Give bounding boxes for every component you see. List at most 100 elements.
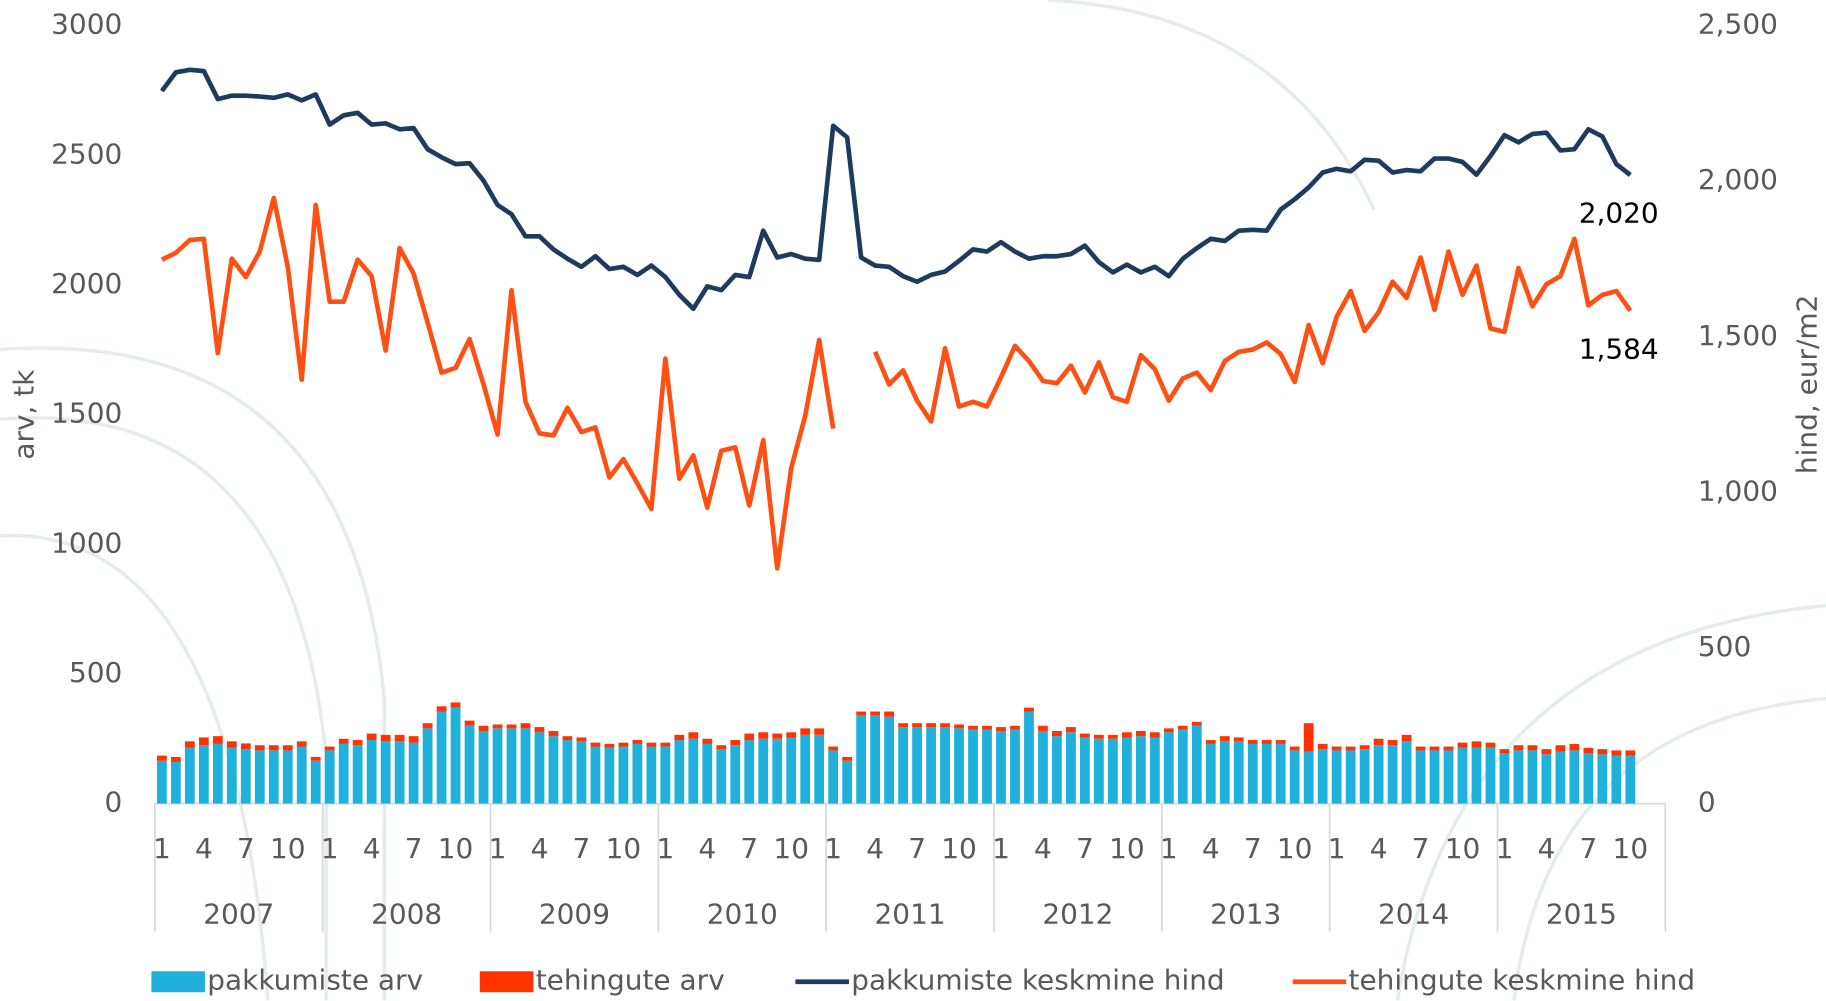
bar <box>660 747 670 804</box>
bar <box>1038 726 1048 731</box>
bar <box>367 740 377 804</box>
x-group-label: 2010 <box>707 897 778 930</box>
bar <box>912 727 922 803</box>
x-group-label: 2008 <box>371 897 442 930</box>
bar <box>926 723 936 727</box>
bar <box>1220 741 1230 803</box>
x-tick-label: 1 <box>153 832 171 865</box>
data-label: 1,584 <box>1579 332 1659 365</box>
x-tick-label: 4 <box>531 832 549 865</box>
bar <box>1500 753 1510 804</box>
bar <box>1318 744 1328 749</box>
bar <box>730 740 740 745</box>
bar <box>591 743 601 747</box>
bar <box>1430 747 1440 751</box>
bar <box>1583 748 1593 753</box>
x-tick-label: 10 <box>773 832 809 865</box>
bar <box>1024 712 1034 804</box>
bar <box>1569 744 1579 750</box>
bar <box>1569 750 1579 803</box>
y-tick-label: 2000 <box>51 267 122 300</box>
bar <box>1248 740 1258 744</box>
x-group-label: 2013 <box>1210 897 1281 930</box>
bar <box>507 724 517 728</box>
bar <box>968 726 978 730</box>
bar <box>702 744 712 804</box>
bar <box>1178 730 1188 804</box>
bar <box>1052 731 1062 736</box>
x-tick-label: 1 <box>1160 832 1178 865</box>
bar <box>646 743 656 747</box>
bar <box>632 740 642 744</box>
bar <box>1416 747 1426 751</box>
x-tick-label: 10 <box>1277 832 1313 865</box>
bar <box>255 745 265 750</box>
x-group-label: 2012 <box>1042 897 1113 930</box>
bar <box>828 747 838 751</box>
bar <box>1276 740 1286 744</box>
bar <box>325 747 335 751</box>
bar <box>479 726 489 731</box>
bar <box>1625 756 1635 804</box>
x-group-label: 2015 <box>1546 897 1617 930</box>
bar <box>1556 752 1566 804</box>
x-tick-label: 1 <box>824 832 842 865</box>
x-group-label: 2014 <box>1378 897 1449 930</box>
bar <box>632 744 642 804</box>
bar <box>1094 735 1104 739</box>
bar <box>563 736 573 740</box>
bar <box>758 732 768 738</box>
bar <box>1444 750 1454 803</box>
bar <box>1234 737 1244 741</box>
bar <box>199 737 209 745</box>
bar <box>940 727 950 803</box>
x-tick-label: 1 <box>1496 832 1514 865</box>
y-tick-label: 2500 <box>51 137 122 170</box>
bar <box>1542 749 1552 754</box>
bar <box>1304 723 1314 752</box>
bar <box>1458 748 1468 804</box>
bar <box>535 727 545 732</box>
bar <box>1430 750 1440 803</box>
bar <box>1388 740 1398 745</box>
x-group-label: 2007 <box>203 897 274 930</box>
chart: arv, tk hind, eur/m2 0500100015002000250… <box>0 0 1826 1001</box>
x-tick-label: 4 <box>1202 832 1220 865</box>
bar <box>241 749 251 803</box>
x-tick-label: 7 <box>1579 832 1597 865</box>
bar <box>213 736 223 744</box>
bar <box>884 717 894 804</box>
bar <box>1248 744 1258 804</box>
legend-label: pakkumiste keskmine hind <box>851 964 1224 997</box>
bar <box>856 715 866 803</box>
bar <box>954 728 964 803</box>
x-tick-label: 1 <box>1328 832 1346 865</box>
x-group-label: 2011 <box>875 897 946 930</box>
bar <box>800 728 810 734</box>
bar <box>1388 745 1398 803</box>
bar <box>269 750 279 803</box>
bar <box>1528 750 1538 803</box>
bar <box>1052 736 1062 803</box>
bar <box>241 743 251 749</box>
bar <box>409 736 419 742</box>
bar <box>884 712 894 717</box>
bar <box>465 726 475 804</box>
bar <box>1486 743 1496 748</box>
y2-tick-label: 2,000 <box>1698 163 1778 196</box>
bar <box>1611 750 1621 755</box>
bar <box>1597 754 1607 803</box>
bar <box>1066 732 1076 803</box>
bar <box>674 735 684 740</box>
legend-label: pakkumiste arv <box>207 964 423 997</box>
bar <box>1024 708 1034 712</box>
bar <box>1346 750 1356 803</box>
x-tick-label: 7 <box>1076 832 1094 865</box>
x-tick-label: 4 <box>1538 832 1556 865</box>
x-tick-label: 4 <box>363 832 381 865</box>
legend-marker <box>480 971 534 992</box>
x-tick-label: 7 <box>573 832 591 865</box>
bar <box>828 750 838 803</box>
bar <box>618 743 628 747</box>
bar <box>213 744 223 804</box>
